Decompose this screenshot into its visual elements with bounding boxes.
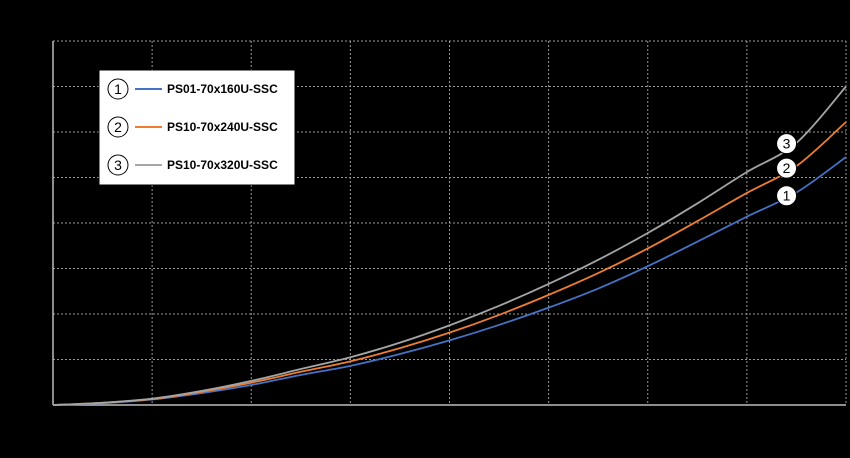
marker-label: 2 — [783, 160, 791, 176]
legend-label: PS10-70x320U-SSC — [167, 158, 278, 172]
series-lines — [52, 85, 847, 406]
legend-label: PS01-70x160U-SSC — [167, 82, 278, 96]
series-line-3 — [52, 85, 847, 406]
legend-box — [98, 69, 296, 186]
legend-entry-1: 1 PS01-70x160U-SSC — [107, 78, 278, 100]
legend-label: PS10-70x240U-SSC — [167, 120, 278, 134]
series-marker-3: 3 — [776, 133, 798, 155]
legend-marker-number: 2 — [114, 119, 122, 135]
legend-marker-number: 1 — [114, 81, 122, 97]
series-marker-2: 2 — [776, 157, 798, 179]
legend-marker-circle — [107, 78, 129, 100]
marker-label: 1 — [783, 188, 791, 204]
series-line-1 — [52, 156, 847, 406]
series-markers: 1 2 3 — [776, 133, 798, 207]
legend-entry-3: 3 PS10-70x320U-SSC — [107, 154, 278, 176]
marker-circle — [776, 185, 798, 207]
marker-circle — [776, 133, 798, 155]
marker-label: 3 — [783, 136, 791, 152]
legend: 1 PS01-70x160U-SSC 2 PS10-70x240U-SSC 3 PS10-… — [98, 69, 296, 186]
legend-marker-number: 3 — [114, 157, 122, 173]
legend-entry-2: 2 PS10-70x240U-SSC — [107, 116, 278, 138]
series-marker-1: 1 — [776, 185, 798, 207]
legend-marker-circle — [107, 116, 129, 138]
axes — [52, 41, 846, 406]
marker-circle — [776, 157, 798, 179]
legend-marker-circle — [107, 154, 129, 176]
